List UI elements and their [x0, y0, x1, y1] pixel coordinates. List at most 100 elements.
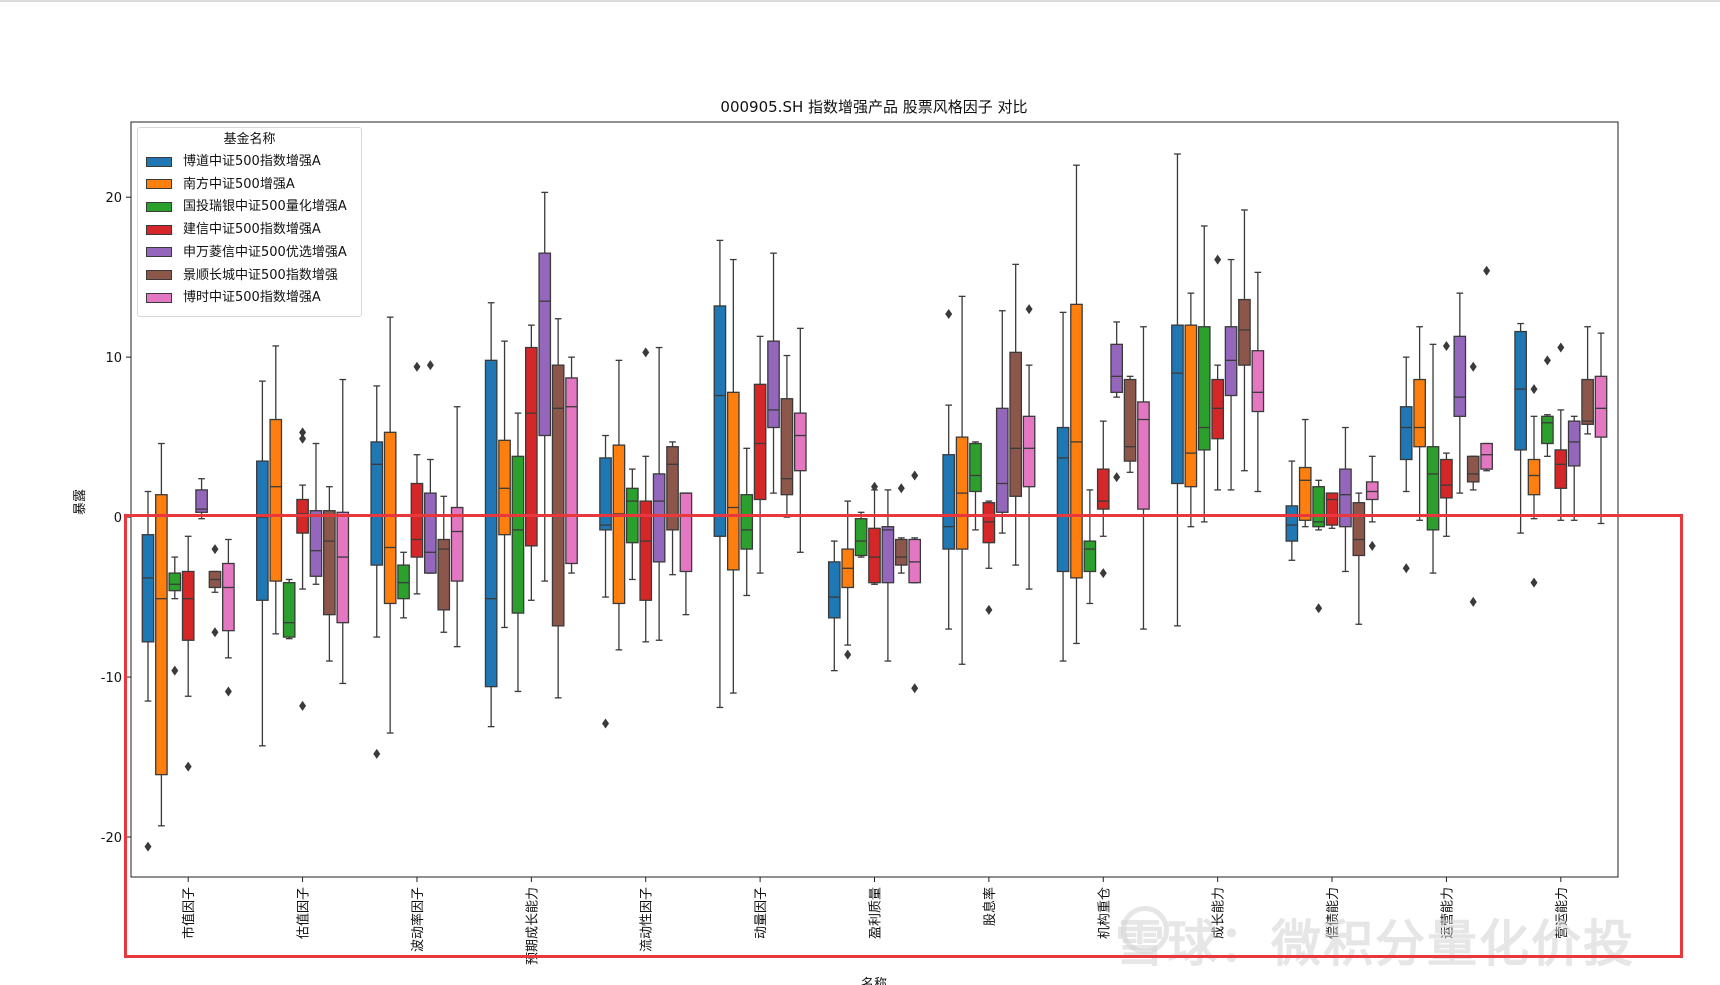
outlier-point	[1543, 355, 1551, 366]
outlier-point	[373, 748, 381, 759]
outlier-point	[1099, 568, 1107, 579]
box-0-4	[599, 434, 612, 729]
box-5-12	[1581, 326, 1594, 435]
box-iqr	[1514, 330, 1527, 451]
box-2-7	[969, 441, 982, 531]
box-1-8	[1070, 164, 1083, 645]
box-iqr	[323, 510, 336, 616]
outlier-point	[1025, 304, 1033, 315]
box-iqr	[1009, 351, 1023, 497]
box-2-10	[1312, 479, 1325, 614]
y-tick-label: 10	[105, 351, 122, 366]
box-6-0	[222, 538, 235, 697]
box-iqr	[1567, 420, 1581, 467]
box-5-5	[780, 354, 794, 518]
box-iqr	[868, 527, 881, 584]
box-2-3	[511, 412, 525, 693]
box-iqr	[1352, 502, 1366, 557]
legend-item: 博道中证500指数增强A	[146, 152, 321, 172]
box-0-12	[1514, 322, 1527, 534]
legend-item: 南方中证500增强A	[146, 175, 295, 195]
box-iqr	[141, 534, 155, 643]
legend-swatch	[146, 201, 172, 212]
box-3-12	[1554, 342, 1568, 521]
box-3-8	[1096, 420, 1110, 579]
x-tick-label: 成长能力	[1212, 887, 1227, 939]
box-iqr	[1413, 378, 1426, 448]
box-iqr	[881, 526, 895, 584]
box-iqr	[484, 359, 498, 688]
box-2-12	[1541, 355, 1554, 457]
box-iqr	[639, 500, 653, 601]
box-iqr	[336, 511, 350, 624]
box-iqr	[1325, 492, 1339, 526]
outlier-point	[871, 481, 878, 492]
box-3-2	[410, 361, 424, 595]
box-iqr	[969, 442, 982, 493]
legend-swatch	[146, 224, 172, 235]
outlier-point	[426, 360, 434, 371]
outlier-point	[1530, 384, 1538, 395]
box-iqr	[827, 561, 841, 619]
x-tick-label: 运营能力	[1440, 887, 1455, 939]
box-iqr	[1440, 458, 1453, 499]
outlier-point	[642, 347, 650, 358]
box-4-12	[1567, 415, 1581, 521]
box-0-10	[1285, 460, 1299, 561]
box-6-5	[793, 327, 807, 553]
box-iqr	[894, 538, 908, 566]
box-iqr	[256, 460, 269, 601]
outlier-point	[144, 841, 152, 852]
box-3-0	[181, 535, 195, 772]
box-1-6	[841, 500, 855, 660]
box-iqr	[309, 510, 323, 577]
outlier-point	[1402, 563, 1410, 574]
box-2-11	[1426, 343, 1440, 574]
box-5-6	[894, 483, 908, 574]
outlier-point	[844, 649, 852, 660]
box-0-1	[256, 380, 269, 747]
box-iqr	[982, 502, 996, 544]
box-iqr	[383, 431, 397, 605]
outlier-point	[1113, 472, 1121, 483]
box-6-6	[908, 470, 922, 694]
box-3-9	[1211, 254, 1225, 491]
outlier-point	[413, 361, 421, 372]
box-2-1	[282, 578, 296, 640]
box-iqr	[652, 473, 666, 563]
box-5-8	[1123, 375, 1137, 473]
box-3-7	[982, 500, 996, 615]
outlier-point	[985, 604, 993, 615]
box-6-3	[565, 356, 578, 574]
box-iqr	[753, 383, 767, 501]
legend-swatch	[146, 247, 172, 258]
x-tick-label: 估值因子	[296, 887, 312, 939]
box-iqr	[1541, 415, 1554, 445]
box-1-3	[498, 340, 511, 629]
legend: 基金名称 博道中证500指数增强A 南方中证500增强A 国投瑞银中证500量化增强…	[137, 127, 362, 317]
box-iqr	[599, 457, 612, 531]
box-iqr	[1527, 458, 1541, 496]
box-iqr	[195, 489, 208, 513]
outlier-point	[1368, 540, 1376, 551]
legend-item: 国投瑞银中证500量化增强A	[146, 197, 347, 217]
box-4-11	[1453, 292, 1467, 494]
box-iqr	[155, 494, 168, 776]
box-2-0	[168, 556, 182, 676]
outlier-point	[1315, 603, 1323, 614]
box-5-4	[666, 441, 679, 576]
y-tick-label: -20	[101, 831, 122, 846]
outlier-point	[911, 683, 919, 694]
box-4-1	[309, 442, 323, 585]
box-6-2	[450, 406, 464, 648]
legend-title: 基金名称	[223, 132, 276, 147]
box-iqr	[942, 454, 956, 550]
y-tick-label: 0	[114, 511, 122, 526]
box-iqr	[437, 538, 451, 611]
box-iqr	[612, 444, 626, 605]
box-iqr	[1171, 324, 1184, 485]
legend-item: 博时中证500指数增强A	[146, 288, 321, 308]
box-iqr	[181, 570, 195, 641]
box-iqr	[1197, 326, 1211, 451]
box-6-7	[1022, 304, 1036, 590]
